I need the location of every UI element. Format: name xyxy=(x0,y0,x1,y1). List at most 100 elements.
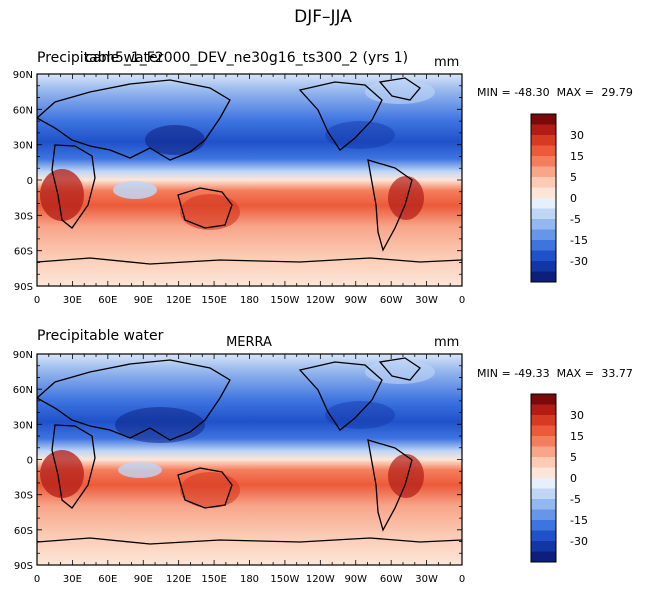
panel-2-colorbar-swatch xyxy=(531,404,556,416)
panel-1: Precipitable water cam5_1_F2000_DEV_ne30… xyxy=(13,50,633,306)
panel-1-x-tick-label: 90E xyxy=(134,295,153,306)
panel-2-colorbar-swatch xyxy=(531,457,556,468)
panel-2-x-tick-label: 0 xyxy=(34,574,40,585)
panel-2-colorbar-label: 0 xyxy=(570,472,577,485)
panel-2-colorbar: 30 15 5 0 -5 -15 -30 xyxy=(530,393,588,563)
panel-1-colorbar-swatch xyxy=(531,240,556,251)
panel-2-min: -49.33 xyxy=(514,367,549,380)
panel-2-x-tick-label: 150E xyxy=(201,574,226,585)
panel-1-blob-indopac xyxy=(113,181,157,199)
panel-2-x-tick-label: 180 xyxy=(240,574,259,585)
panel-1-x-tick-label: 90W xyxy=(344,295,367,306)
panel-2-tick-marks xyxy=(36,353,463,566)
panel-1-y-tick-label: 30S xyxy=(14,211,33,222)
panel-1-colorbar-swatch xyxy=(531,261,556,272)
panel-1-colorbar-swatch xyxy=(531,135,556,146)
panel-1-colorbar-label: -5 xyxy=(570,213,581,226)
panel-2-y-tick-label: 60S xyxy=(14,526,33,537)
panel-2-x-tick-label: 90W xyxy=(344,574,367,585)
panel-1-colorbar-label: 0 xyxy=(570,192,577,205)
panel-2-colorbar-swatch xyxy=(531,436,556,447)
panel-2-units: mm xyxy=(434,335,459,350)
panel-2-x-tick-label: 60E xyxy=(98,574,117,585)
panel-2-colorbar-label: -30 xyxy=(570,535,588,548)
panel-1-colorbar-swatch xyxy=(531,187,556,199)
panel-1-x-tick-label: 60E xyxy=(98,295,117,306)
panel-1-minor-ticks xyxy=(36,73,463,287)
panel-2-colorbar-label: -5 xyxy=(570,493,581,506)
panel-1-y-tick-label: 90S xyxy=(14,282,33,293)
panel-2-colorbar-swatch xyxy=(531,415,556,426)
panel-1-colorbar-swatch xyxy=(531,208,556,220)
panel-2-x-ticks: 0 30E 60E 90E 120E 150E 180 150W 120W 90W 60W 30W 0 xyxy=(34,574,465,585)
panel-1-x-tick-label: 0 xyxy=(34,295,40,306)
panel-1-max-label: MAX = xyxy=(557,86,598,99)
panel-1-colorbar-swatch xyxy=(531,229,556,241)
panel-1-y-tick-label: 60S xyxy=(14,247,33,258)
panel-1-colorbar-frame xyxy=(530,113,557,283)
panel-2-colorbar-swatch xyxy=(531,467,556,479)
panel-2-blob-africa xyxy=(40,450,84,498)
panel-2-stats: MIN = -49.33 MAX = 33.77 xyxy=(477,367,633,380)
panel-2-blob-brazil xyxy=(388,454,424,498)
panel-1-colorbar-swatch xyxy=(531,166,556,178)
panel-1-x-tick-label: 150W xyxy=(270,295,299,306)
panel-1-x-tick-label: 120W xyxy=(306,295,335,306)
panel-1-stats: MIN = -48.30 MAX = 29.79 xyxy=(477,86,633,99)
panel-1-y-tick-label: 90N xyxy=(13,70,33,81)
panel-2-colorbar-label: 15 xyxy=(570,430,584,443)
panel-1-tick-marks xyxy=(36,73,463,287)
panel-2-minor-ticks xyxy=(36,353,463,566)
panel-1-blob-asia xyxy=(145,125,205,155)
panel-1-max: 29.79 xyxy=(601,86,633,99)
panel-2-y-tick-label: 90N xyxy=(13,350,33,361)
panel-1-colorbar-label: -15 xyxy=(570,234,588,247)
panel-1-x-tick-label: 60W xyxy=(380,295,403,306)
panel-2-y-tick-label: 30N xyxy=(13,420,33,431)
panel-2-x-tick-label: 30E xyxy=(63,574,82,585)
panel-2-source: MERRA xyxy=(226,335,272,350)
panel-1-x-tick-label: 120E xyxy=(166,295,191,306)
panel-2-x-tick-label: 120W xyxy=(306,574,335,585)
panel-2-colorbar-swatch xyxy=(531,509,556,521)
panel-1-field xyxy=(37,74,462,286)
panel-1-blob-austral xyxy=(180,194,240,230)
panel-2-y-ticks: 90N 60N 30N 0 30S 60S 90S xyxy=(13,350,33,572)
panel-1-x-tick-label: 180 xyxy=(240,295,259,306)
panel-1-colorbar-swatch xyxy=(531,156,556,167)
panel-2-y-tick-label: 30S xyxy=(14,491,33,502)
panel-2-colorbar-swatch xyxy=(531,541,556,552)
panel-2-field xyxy=(37,354,462,565)
panel-1-blob-africa xyxy=(40,169,84,221)
panel-2-blob-namerica xyxy=(325,401,395,429)
panel-1-colorbar: 30 15 5 0 -5 -15 -30 xyxy=(530,113,588,283)
panel-2-blob-austral xyxy=(180,472,240,508)
panel-1-y-tick-label: 30N xyxy=(13,141,33,152)
panel-2-colorbar-swatch xyxy=(531,499,556,510)
panel-1-x-ticks: 0 30E 60E 90E 120E 150E 180 150W 120W 90W 60W 30W 0 xyxy=(34,295,465,306)
panel-2-y-tick-label: 0 xyxy=(27,456,33,467)
panel-1-colorbar-label: 5 xyxy=(570,171,577,184)
panel-2-blob-indopac xyxy=(118,462,162,478)
panel-1-x-tick-label: 150E xyxy=(201,295,226,306)
panel-2-colorbar-swatch xyxy=(531,551,556,563)
panel-2-map xyxy=(37,354,462,565)
panel-2-max-label: MAX = xyxy=(557,367,598,380)
panel-2-y-tick-label: 90S xyxy=(14,561,33,572)
panel-1-y-ticks: 90N 60N 30N 0 30S 60S 90S xyxy=(13,70,33,293)
panel-1-colorbar-label: -30 xyxy=(570,255,588,268)
panel-2-x-tick-label: 150W xyxy=(270,574,299,585)
figure-title: DJF–JJA xyxy=(294,7,352,27)
panel-1-colorbar-swatch xyxy=(531,114,556,125)
panel-2-colorbar-label: -15 xyxy=(570,514,588,527)
panel-1-x-tick-label: 30W xyxy=(415,295,438,306)
panel-1-min: -48.30 xyxy=(514,86,549,99)
panel-2: Precipitable water MERRA mm 0 30E 60 xyxy=(13,328,633,585)
panel-1-y-tick-label: 0 xyxy=(27,176,33,187)
panel-2-colorbar-swatch xyxy=(531,394,556,405)
panel-2-min-label: MIN = xyxy=(477,367,514,380)
panel-1-source: cam5_1_F2000_DEV_ne30g16_ts300_2 (yrs 1) xyxy=(85,50,408,66)
panel-2-x-tick-label: 90E xyxy=(134,574,153,585)
panel-2-colorbar-swatch xyxy=(531,520,556,531)
panel-2-max: 33.77 xyxy=(601,367,633,380)
